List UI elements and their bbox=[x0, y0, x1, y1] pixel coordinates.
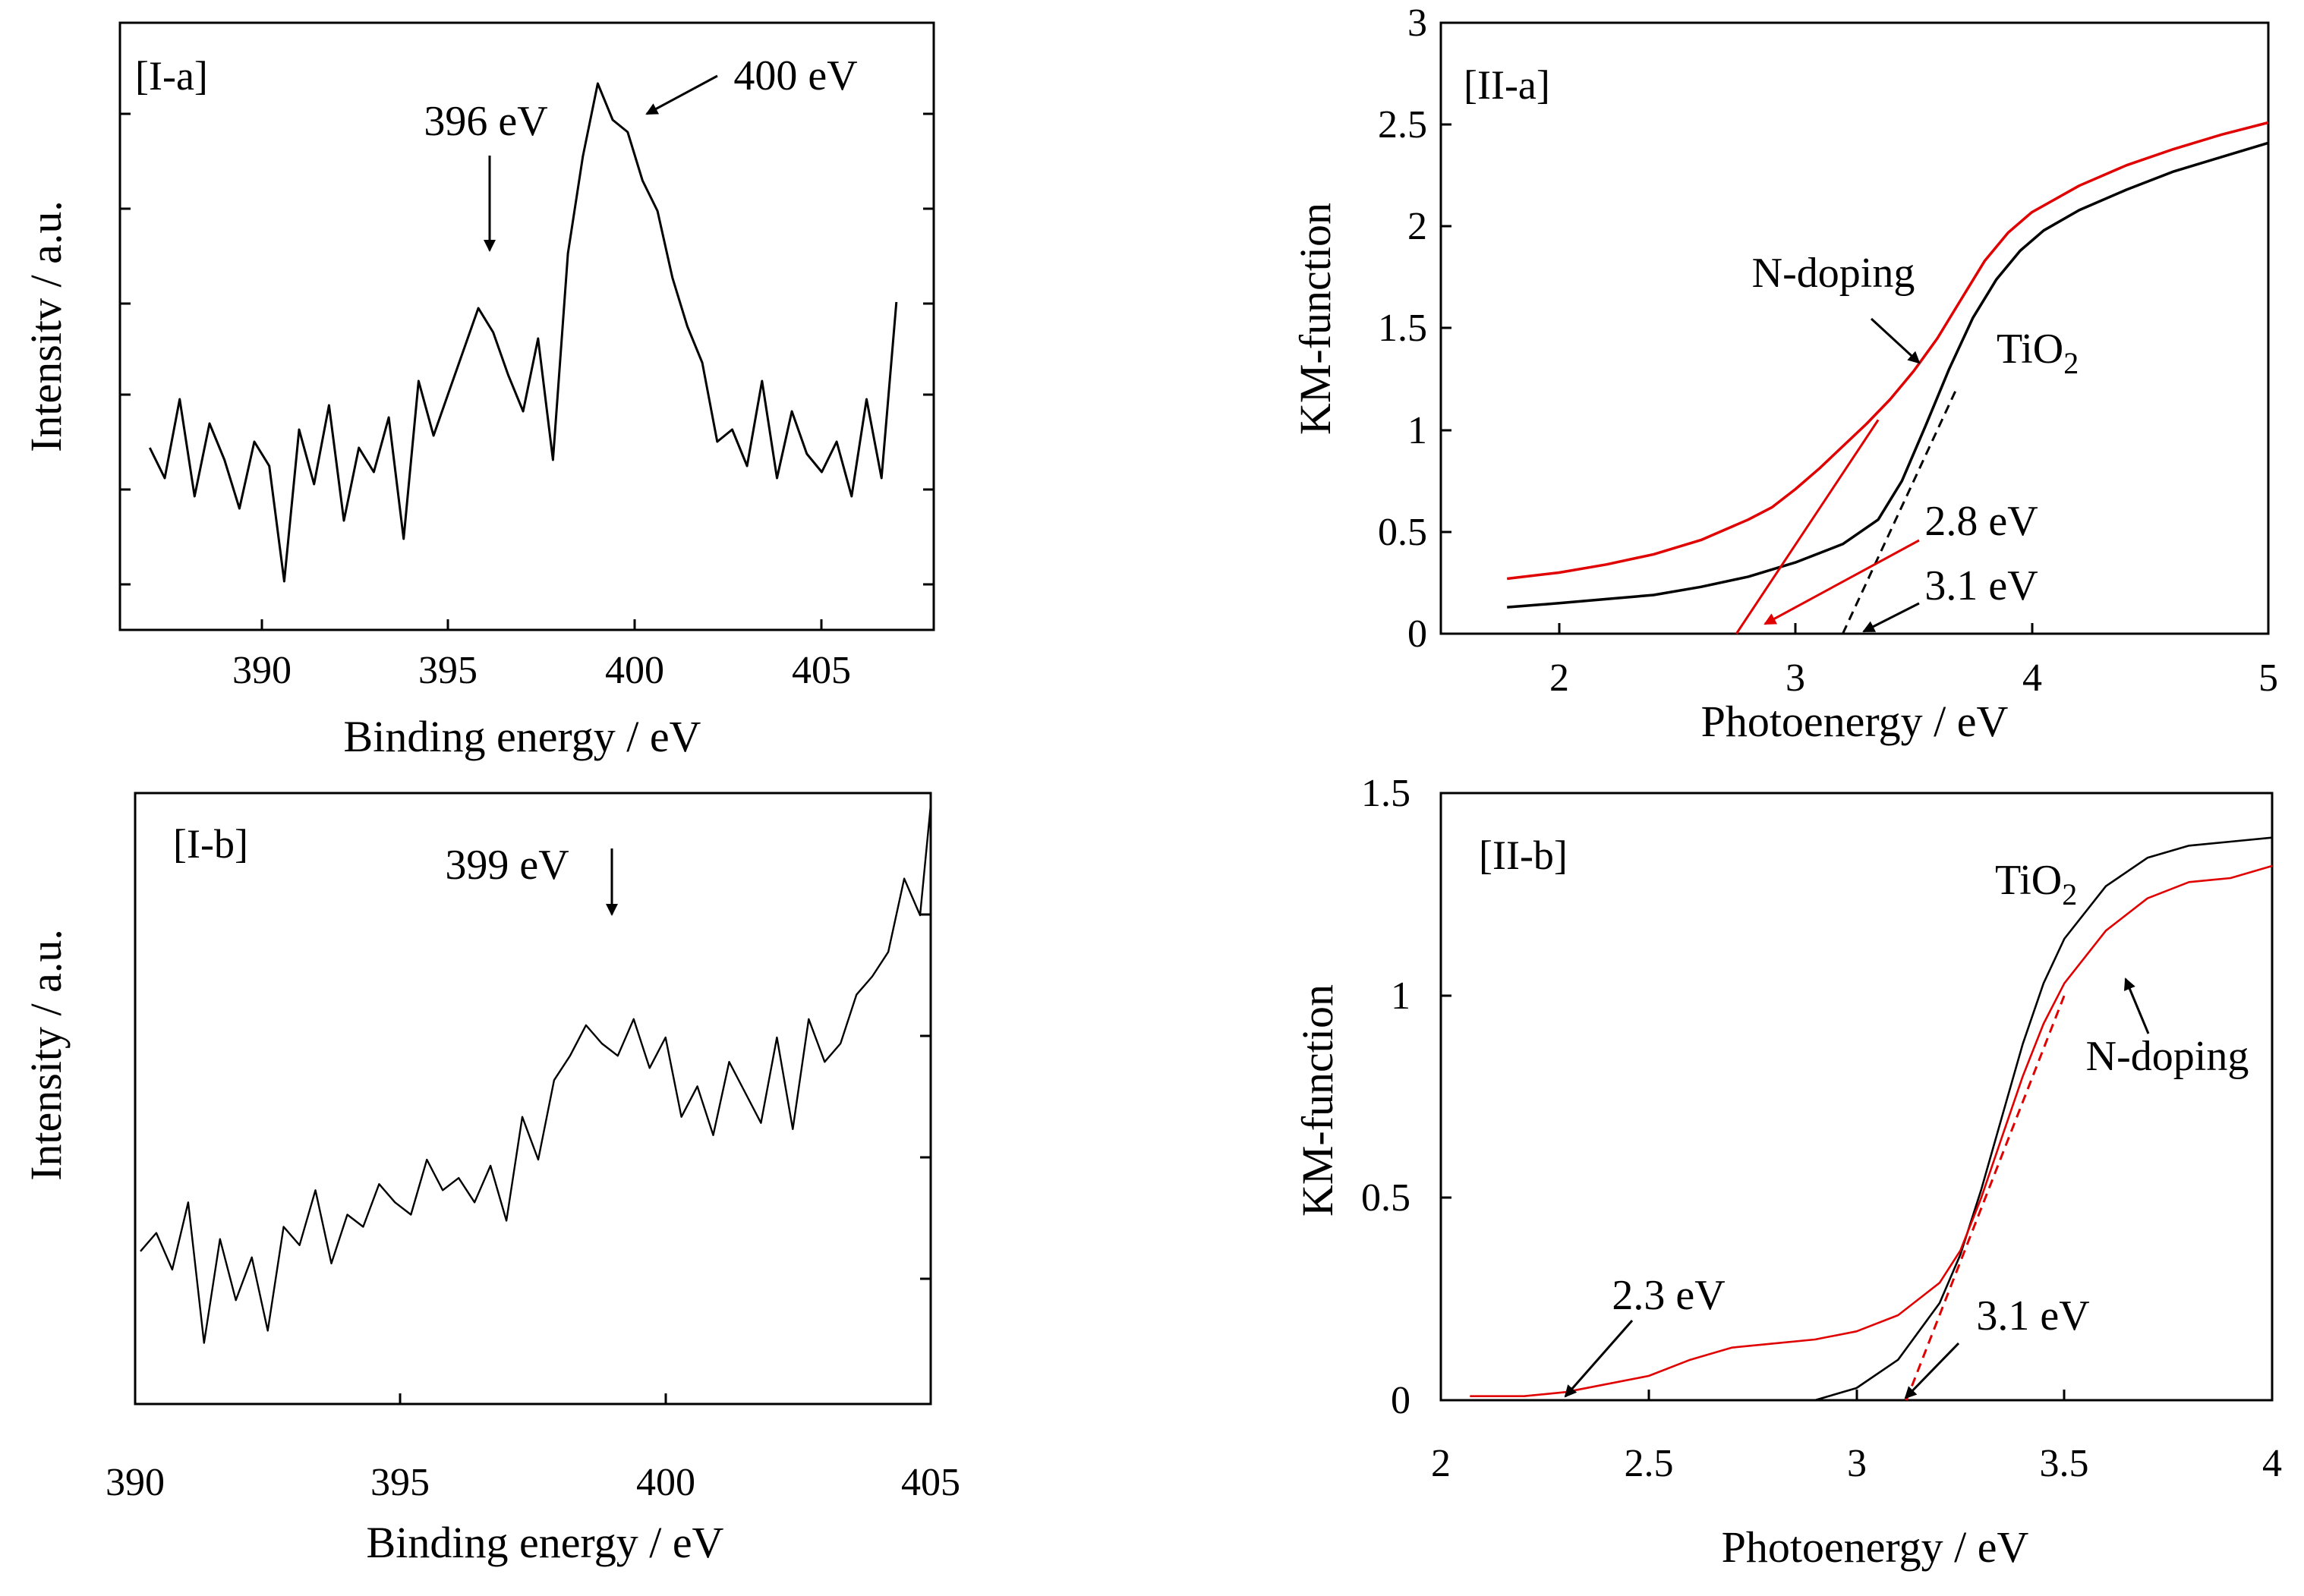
x-tick-label: 2 bbox=[1431, 1442, 1451, 1485]
x-tick-label: 405 bbox=[901, 1461, 960, 1504]
series-line-1 bbox=[1507, 141, 2269, 609]
y-axis-label: Intensity / a.u. bbox=[21, 929, 71, 1181]
y-tick-label: 1 bbox=[1407, 409, 1427, 452]
y-tick-label: 1.5 bbox=[1361, 772, 1410, 815]
series-layer bbox=[1470, 836, 2273, 1402]
series-layer bbox=[148, 82, 898, 583]
x-ticks bbox=[1558, 623, 2034, 634]
x-tick-label: 5 bbox=[2258, 656, 2278, 700]
x-tick-label: 3.5 bbox=[2040, 1442, 2089, 1485]
y-tick-label: 1 bbox=[1391, 974, 1410, 1018]
series-line-2 bbox=[1470, 864, 2273, 1397]
annotation-tio2: TiO2 bbox=[1995, 857, 2077, 911]
x-tick-label: 3 bbox=[1847, 1442, 1867, 1485]
plot-frame bbox=[1439, 792, 2274, 1402]
x-axis-label: Binding energy / eV bbox=[367, 1518, 724, 1567]
x-tick-label: 4 bbox=[2262, 1442, 2282, 1485]
tio2-subscript: 2 bbox=[2063, 346, 2079, 380]
panel-label: [II-a] bbox=[1464, 62, 1550, 108]
panel-label: [I-a] bbox=[135, 53, 208, 99]
panel-II-a: 0 0.5 1 1.5 2 2.5 3 2 3 4 5 Photoenergy … bbox=[1291, 2, 2278, 746]
y-tick-label: 0.5 bbox=[1378, 511, 1427, 554]
y-tick-label: 2.5 bbox=[1378, 103, 1427, 146]
x-tick-label: 400 bbox=[605, 649, 664, 692]
annotation-tio2: TiO2 bbox=[1997, 326, 2079, 380]
y-axis-label: KM-function bbox=[1291, 203, 1340, 435]
x-tick-label: 390 bbox=[232, 649, 292, 692]
x-tick-label: 395 bbox=[418, 649, 478, 692]
x-tick-label: 4 bbox=[2022, 656, 2042, 700]
y-tick-label: 0 bbox=[1391, 1379, 1410, 1422]
fit-line-1 bbox=[1905, 995, 2066, 1401]
x-tick-label: 395 bbox=[370, 1461, 430, 1504]
annotation-arrow bbox=[2124, 977, 2150, 1034]
x-axis-label: Binding energy / eV bbox=[344, 712, 701, 761]
y-tick-label: 0 bbox=[1407, 612, 1427, 656]
panel-II-b: 0 0.5 1 1.5 2 2.5 3 3.5 4 Photoenergy / … bbox=[1293, 772, 2282, 1572]
annotation-n-doping: N-doping bbox=[2086, 1033, 2249, 1080]
x-axis-label: Photoenergy / eV bbox=[1722, 1522, 2029, 1572]
tio2-label: TiO bbox=[1997, 326, 2063, 373]
x-tick-label: 405 bbox=[792, 649, 851, 692]
x-axis-label: Photoenergy / eV bbox=[1701, 697, 2009, 746]
x-tick-label: 2.5 bbox=[1625, 1442, 1674, 1485]
tio2-label: TiO bbox=[1995, 857, 2062, 904]
tio2-text: TiO2 bbox=[1997, 326, 2079, 380]
annotation-n-doping: N-doping bbox=[1752, 250, 1915, 297]
x-ticks bbox=[260, 619, 823, 630]
panel-label: [II-b] bbox=[1479, 833, 1568, 878]
annotation-arrow bbox=[1870, 317, 1921, 364]
series-layer bbox=[1506, 121, 2269, 634]
series-line-2 bbox=[1506, 121, 2269, 581]
annotation-3.1: 3.1 eV bbox=[1924, 562, 2038, 609]
annotation-3.1: 3.1 eV bbox=[1976, 1292, 2089, 1339]
annotation-arrow bbox=[645, 74, 718, 115]
annotation-2.3: 2.3 eV bbox=[1612, 1272, 1725, 1319]
annotation-396: 396 eV bbox=[424, 98, 547, 145]
x-ticks bbox=[399, 1393, 667, 1404]
y-tick-label: 2 bbox=[1407, 205, 1427, 248]
series-layer bbox=[140, 804, 932, 1344]
annotation-400: 400 eV bbox=[733, 52, 857, 99]
tio2-subscript: 2 bbox=[2062, 877, 2077, 911]
x-tick-label: 2 bbox=[1549, 656, 1569, 700]
plot-frame bbox=[1439, 21, 2270, 635]
y-ticks bbox=[920, 913, 931, 1280]
annotation-2.8: 2.8 eV bbox=[1924, 498, 2038, 545]
series-line-1 bbox=[1814, 836, 2273, 1402]
x-tick-label: 400 bbox=[636, 1461, 695, 1504]
y-ticks bbox=[1441, 994, 1451, 1199]
y-axis-label: Intensitv / a.u. bbox=[21, 200, 71, 452]
x-tick-label: 3 bbox=[1786, 656, 1805, 700]
x-ticks bbox=[1647, 1390, 2066, 1400]
annotation-arrow bbox=[1904, 1342, 1960, 1399]
y-axis-label: KM-function bbox=[1293, 984, 1342, 1217]
panel-I-a: 390 395 400 405 Binding energy / eV Inte… bbox=[21, 21, 935, 761]
x-tick-label: 390 bbox=[106, 1461, 165, 1504]
annotation-arrow bbox=[1862, 602, 1920, 633]
annotation-arrow bbox=[1564, 1320, 1634, 1398]
y-tick-label: 0.5 bbox=[1361, 1176, 1410, 1220]
annotation-399: 399 eV bbox=[445, 842, 569, 889]
fit-line-1 bbox=[1735, 419, 1880, 634]
tio2-text: TiO2 bbox=[1995, 857, 2077, 911]
annotation-arrow bbox=[1763, 539, 1920, 625]
y-tick-label: 3 bbox=[1407, 2, 1427, 45]
panel-label: [I-b] bbox=[173, 821, 248, 867]
y-ticks bbox=[1441, 123, 1451, 534]
plot-frame bbox=[118, 21, 935, 631]
series-line-1 bbox=[140, 804, 932, 1344]
y-tick-label: 1.5 bbox=[1378, 307, 1427, 350]
y-ticks bbox=[120, 112, 934, 586]
plot-frame bbox=[134, 792, 932, 1406]
panel-I-b: 390 395 400 405 Binding energy / eV Inte… bbox=[21, 792, 960, 1567]
series-line-1 bbox=[148, 82, 898, 583]
